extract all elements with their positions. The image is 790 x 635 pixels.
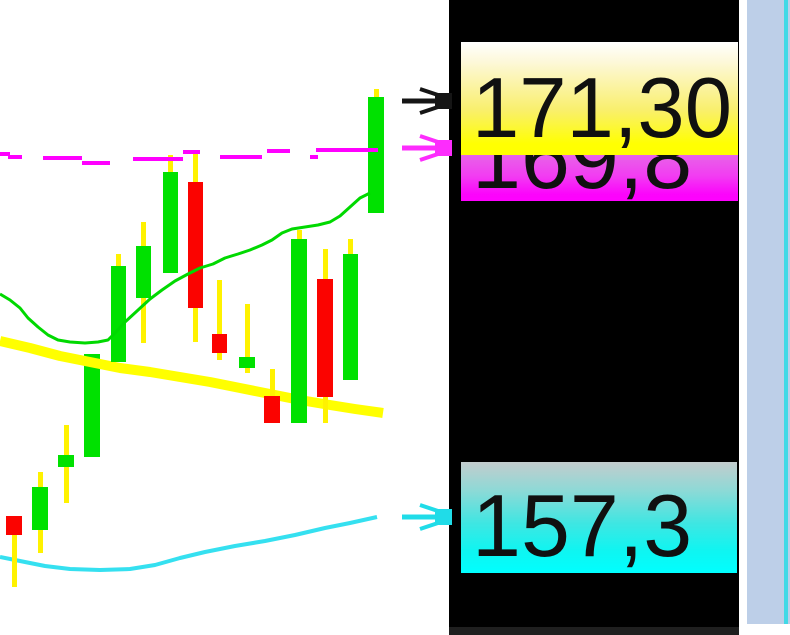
candle-up [32,487,48,530]
candle-down [212,334,227,353]
cyan-lower-line [0,515,378,572]
scrollbar-accent-line [784,0,788,624]
candle-wick [11,535,17,587]
chart-under-lines [0,336,384,572]
candle-up [111,266,126,362]
magenta-level-label: 169,8 [461,155,738,201]
price-axis-panel-edge [449,627,739,635]
candle-up [84,354,100,457]
cyan-level-value: 157,3 [472,476,693,575]
candle-down [317,279,333,397]
panel-gap [739,0,747,635]
candle-up [291,239,307,423]
current-price-value: 171,30 [472,61,732,156]
candle-up [343,254,358,380]
magenta-level-value: 169,8 [472,155,692,201]
chart-plot-area [0,89,384,587]
candle-up [136,246,151,298]
cyan-level-label: 157,3 [461,462,737,573]
candle-up [58,455,74,467]
candle-down [6,516,22,535]
current-price-label: 171,30 [461,42,738,155]
scrollbar-track[interactable] [747,0,790,624]
candle-down [264,396,280,423]
candle-up [368,97,384,213]
candle-up [163,172,178,273]
candle-down [188,182,203,308]
candle-up [239,357,255,368]
